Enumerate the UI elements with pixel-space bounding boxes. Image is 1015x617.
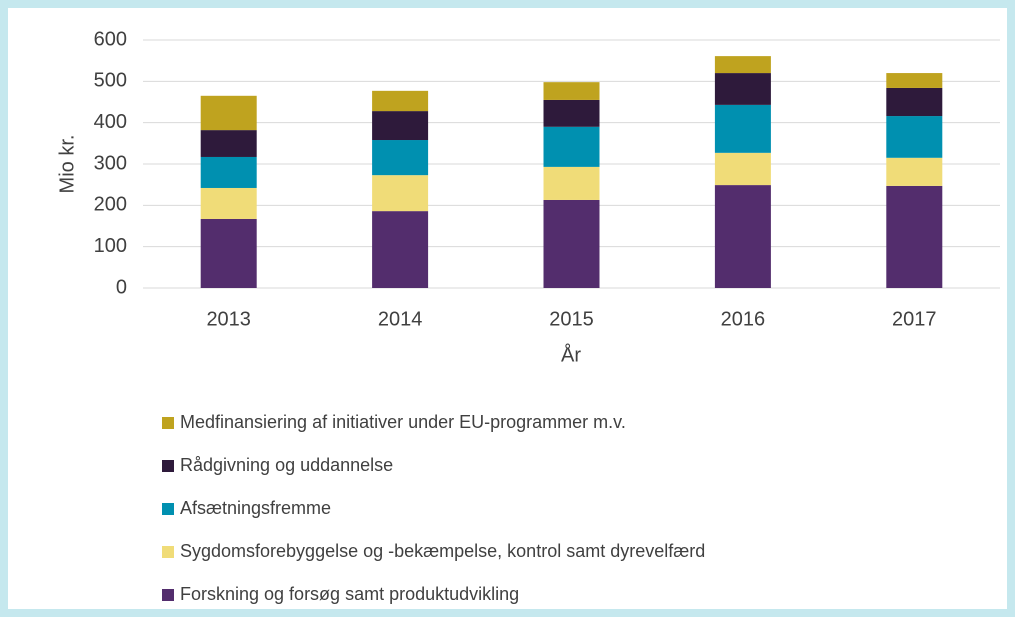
y-axis-label: Mio kr.	[56, 135, 78, 194]
x-tick-label: 2017	[892, 308, 937, 330]
bar-segment	[714, 56, 771, 74]
y-tick-label: 200	[94, 194, 127, 216]
bar-segment	[543, 99, 600, 127]
legend-swatch	[162, 546, 174, 558]
y-tick-label: 600	[94, 28, 127, 50]
legend-swatch	[162, 460, 174, 472]
bar-segment	[372, 140, 429, 176]
x-tick-label: 2015	[549, 308, 594, 330]
bar-segment	[714, 185, 771, 288]
bar-segment	[886, 73, 943, 88]
bar-segment	[200, 218, 257, 288]
legend-label: Sygdomsforebyggelse og -bekæmpelse, kont…	[180, 541, 705, 561]
bar-segment	[886, 116, 943, 158]
y-tick-label: 100	[94, 235, 127, 257]
bar-segment	[372, 175, 429, 212]
x-tick-label: 2016	[721, 308, 766, 330]
legend-label: Medfinansiering af initiativer under EU-…	[180, 412, 626, 432]
bar-segment	[714, 152, 771, 186]
legend-swatch	[162, 417, 174, 429]
y-tick-label: 0	[116, 276, 127, 298]
bar-segment	[543, 166, 600, 200]
bar-segment	[714, 104, 771, 153]
x-axis-label: År	[561, 343, 581, 366]
bar-segment	[372, 90, 429, 112]
legend-swatch	[162, 589, 174, 601]
legend-label: Afsætningsfremme	[180, 498, 331, 518]
bar-segment	[200, 156, 257, 188]
bar-segment	[886, 157, 943, 186]
legend-swatch	[162, 503, 174, 515]
bar-segment	[200, 130, 257, 157]
bar-segment	[714, 73, 771, 105]
bar-segment	[543, 126, 600, 167]
y-tick-label: 400	[94, 111, 127, 133]
y-tick-label: 300	[94, 152, 127, 174]
bar-segment	[543, 199, 600, 288]
bar-segment	[886, 87, 943, 117]
chart-background	[8, 8, 1007, 609]
bar-segment	[372, 111, 429, 141]
bar-segment	[372, 211, 429, 288]
legend-label: Forskning og forsøg samt produktudviklin…	[180, 584, 519, 604]
y-tick-label: 500	[94, 70, 127, 92]
x-tick-label: 2014	[378, 308, 423, 330]
legend-label: Rådgivning og uddannelse	[180, 455, 393, 475]
x-tick-label: 2013	[206, 308, 251, 330]
bar-segment	[200, 187, 257, 219]
bar-segment	[886, 185, 943, 288]
bar-segment	[543, 82, 600, 100]
bar-segment	[200, 95, 257, 131]
